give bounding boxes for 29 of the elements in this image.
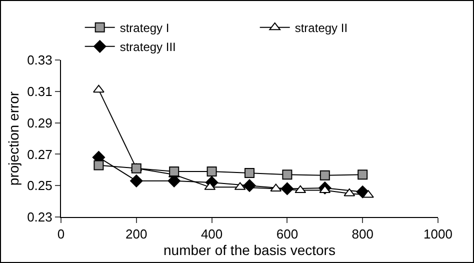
- y-tick-label: 0.27: [27, 146, 52, 162]
- point: [320, 170, 330, 180]
- point: [206, 166, 217, 176]
- y-tick-label: 0.23: [27, 210, 52, 225]
- point: [169, 166, 180, 176]
- point: [358, 170, 368, 180]
- x-axis-title: number of the basis vectors: [164, 242, 336, 258]
- y-tick-label: 0.25: [27, 178, 52, 194]
- x-tick-label: 400: [200, 226, 223, 242]
- x-tick-label: 800: [352, 226, 374, 242]
- point: [344, 188, 356, 196]
- point: [130, 174, 143, 188]
- y-tick-label: 0.29: [27, 115, 52, 130]
- point: [294, 185, 306, 194]
- y-tick-label: 0.33: [27, 52, 52, 68]
- point: [93, 84, 104, 93]
- x-tick-label: 600: [276, 226, 298, 242]
- x-tick-label: 0: [57, 226, 65, 242]
- x-tick-label: 200: [126, 226, 148, 242]
- legend-label: strategy III: [120, 40, 176, 54]
- point: [244, 168, 254, 178]
- point: [319, 185, 331, 194]
- x-tick-label: 1000: [424, 226, 452, 242]
- y-axis-title: projection error: [6, 91, 22, 186]
- y-tick-label: 0.31: [27, 84, 52, 99]
- point: [282, 170, 292, 180]
- point: [94, 160, 104, 170]
- legend-label: strategy II: [294, 21, 348, 36]
- legend-label: strategy I: [120, 21, 170, 36]
